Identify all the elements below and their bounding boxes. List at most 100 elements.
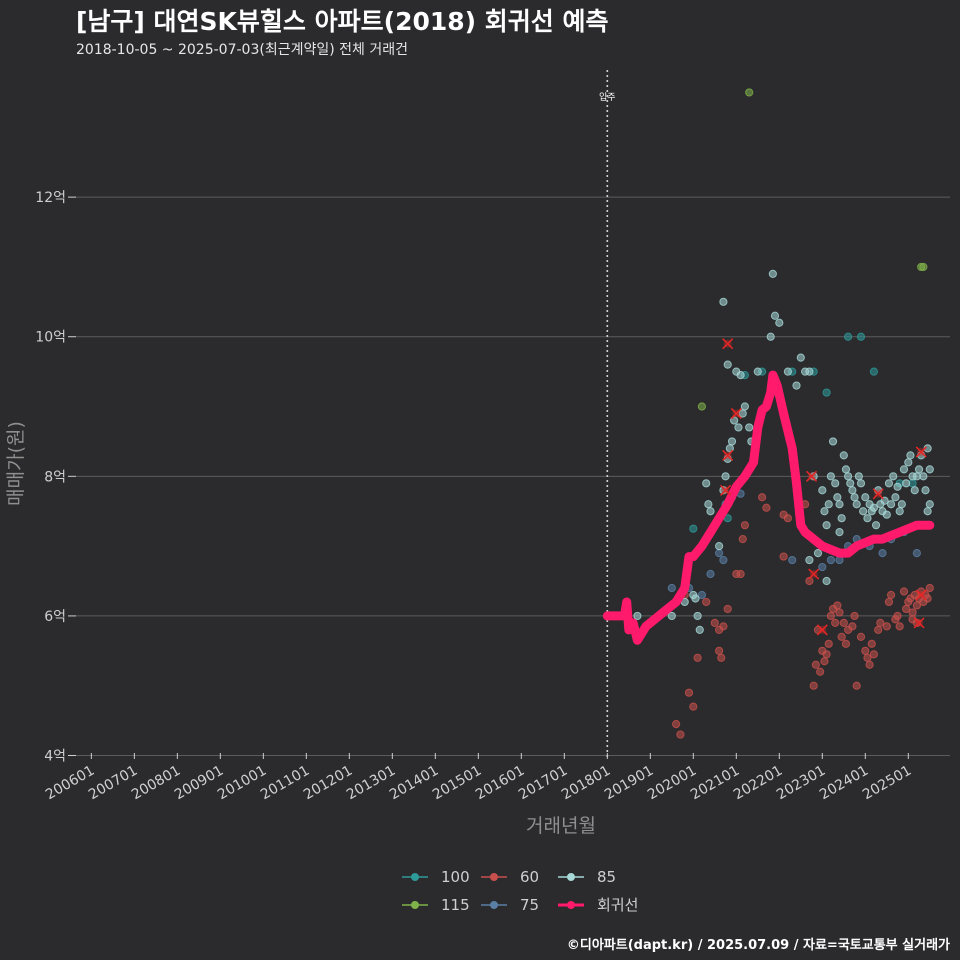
point-85	[854, 472, 863, 481]
point-60	[876, 618, 885, 627]
point-75	[878, 548, 887, 558]
point-85	[818, 486, 827, 495]
recent-sale-x-stroke	[719, 484, 732, 496]
legend-label: 115	[441, 896, 470, 914]
point-85	[884, 479, 894, 488]
point-85	[886, 500, 896, 509]
recent-sale-mark	[730, 407, 742, 420]
recent-sale-x-stroke	[913, 617, 925, 629]
x-tick-label: 202001	[645, 763, 699, 804]
x-tick-label: 201201	[301, 763, 355, 804]
point-85	[633, 611, 642, 621]
point-60	[684, 688, 694, 697]
point-60	[833, 601, 842, 610]
point-60	[850, 611, 859, 621]
legend-label: 60	[520, 868, 539, 886]
x-tick-label: 200801	[129, 763, 183, 804]
point-85	[775, 318, 784, 327]
x-tick-label: 202501	[860, 763, 914, 804]
point-60	[882, 622, 891, 631]
point-85	[792, 381, 801, 390]
point-75	[719, 555, 728, 565]
x-tick-label: 201401	[387, 763, 441, 804]
point-60	[762, 503, 771, 512]
legend-swatch-dot	[411, 873, 419, 881]
recent-sale-mark	[816, 624, 828, 636]
point-85	[833, 493, 842, 502]
point-85	[843, 472, 853, 481]
point-85	[904, 458, 913, 467]
x-tick-label: 202101	[688, 763, 742, 804]
point-85	[809, 472, 818, 481]
point-85	[766, 332, 775, 341]
point-85	[852, 500, 861, 509]
point-60	[861, 646, 870, 655]
point-75	[697, 590, 707, 600]
point-85	[856, 479, 866, 488]
point-85	[850, 493, 859, 502]
legend-swatch-dot	[490, 873, 498, 881]
y-tick-label: 10억	[35, 330, 66, 346]
y-tick-label: 4억	[44, 749, 66, 765]
x-tick-label: 202201	[731, 763, 785, 804]
point-85	[721, 472, 730, 481]
recent-sale-x-stroke	[872, 488, 884, 500]
point-100	[822, 388, 831, 397]
x-axis-title: 거래년월	[526, 815, 596, 837]
chart-subtitle: 2018-10-05 ~ 2025-07-03(최근계약일) 전체 거래건	[76, 42, 408, 58]
legend-item-85: 85	[558, 868, 616, 886]
point-60	[908, 608, 917, 617]
point-85	[897, 500, 906, 509]
point-85	[826, 472, 835, 481]
point-85	[723, 360, 732, 369]
legend-item-100: 100	[402, 868, 470, 886]
point-60	[841, 639, 851, 648]
axis-layer: 4억 6억 8억 10억 12억 2006012007012008012009012010…	[5, 70, 914, 837]
point-85	[805, 367, 814, 376]
x-tick-label: 201001	[215, 763, 269, 804]
legend-item-115: 115	[402, 896, 470, 914]
recent-sale-mark	[913, 617, 925, 629]
recent-sale-mark	[722, 338, 734, 350]
point-85	[730, 416, 739, 425]
x-tick-label: 200701	[86, 763, 140, 804]
y-tick-label: 12억	[35, 190, 66, 206]
recent-sale-x-stroke	[915, 446, 927, 458]
point-75	[788, 555, 797, 565]
point-85	[861, 493, 870, 502]
point-75	[818, 562, 827, 572]
point-85	[693, 611, 702, 621]
point-85	[736, 371, 745, 380]
legend-item-회귀선: 회귀선	[558, 896, 638, 914]
legend-label: 75	[520, 896, 539, 914]
point-60	[822, 650, 831, 659]
point-85	[925, 465, 934, 474]
point-60	[820, 657, 829, 666]
point-60	[835, 608, 844, 617]
x-tick-label: 201301	[344, 763, 398, 804]
point-85	[839, 451, 848, 460]
point-75	[706, 569, 715, 579]
move-in-label: 입주	[599, 91, 616, 103]
point-85	[837, 514, 846, 523]
point-85	[882, 510, 891, 519]
point-85	[893, 482, 902, 491]
recent-sale-x-stroke	[805, 470, 818, 482]
point-60	[893, 611, 902, 621]
point-60	[865, 660, 874, 669]
point-85	[706, 507, 715, 516]
y-tick-label: 8억	[44, 469, 66, 485]
point-60	[779, 552, 788, 561]
point-60	[811, 660, 820, 669]
x-tick-label: 202401	[817, 763, 871, 804]
recent-sale-x-stroke	[730, 407, 742, 420]
point-85	[813, 548, 823, 558]
recent-sale-x-stroke	[915, 589, 927, 601]
point-115	[919, 262, 928, 272]
legend: 100 115 60 75 85 회귀선	[402, 868, 638, 914]
x-tick-label: 201901	[602, 763, 656, 804]
y-axis-title: 매매가(원)	[5, 421, 27, 506]
point-60	[689, 702, 698, 711]
regression-line-layer	[602, 370, 935, 645]
point-60	[816, 667, 825, 676]
